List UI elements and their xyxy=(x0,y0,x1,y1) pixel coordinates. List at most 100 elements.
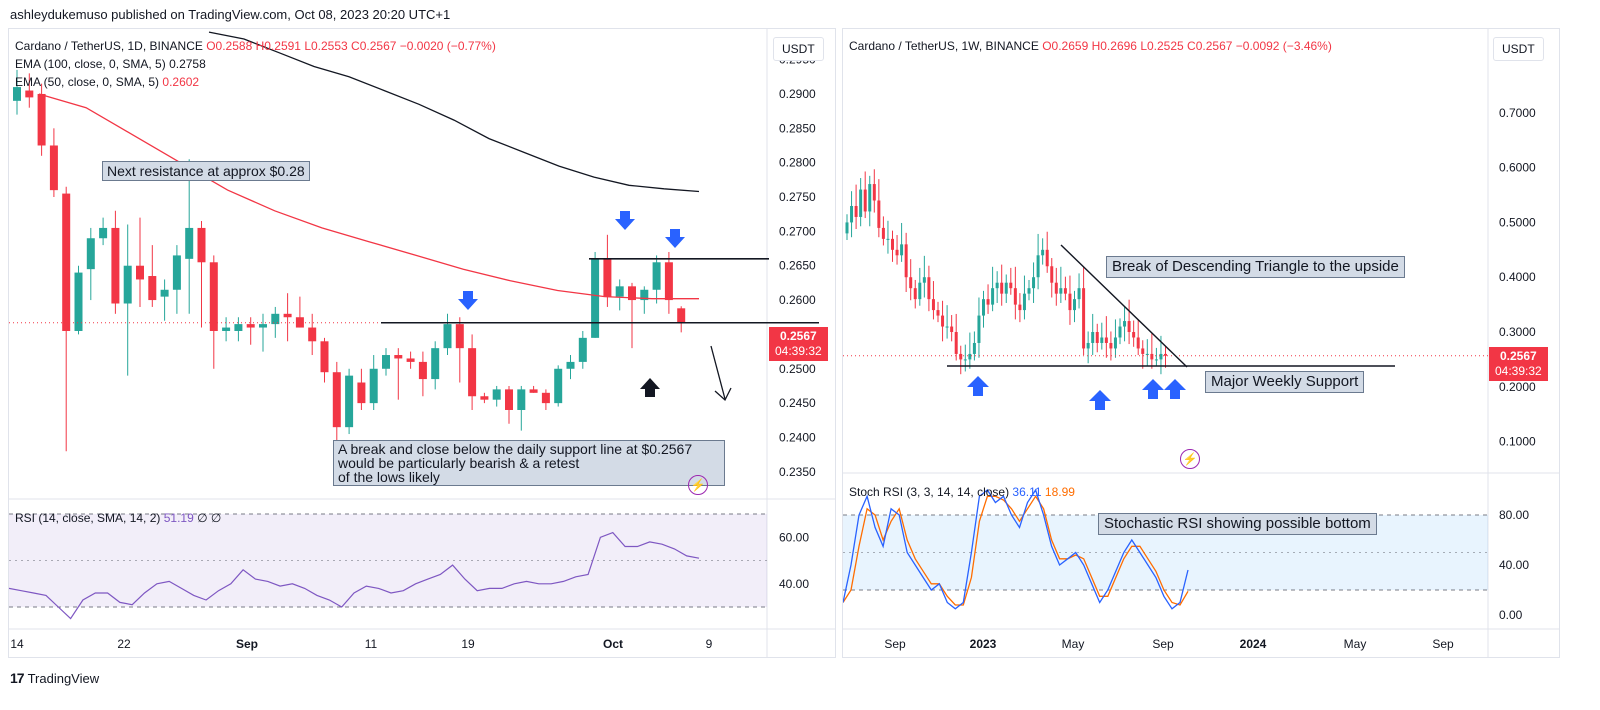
weekly-candle xyxy=(1013,288,1017,305)
daily-candle xyxy=(431,348,440,380)
lightning-icon[interactable]: ⚡ xyxy=(688,475,708,495)
support-note-line-1: A break and close below the daily suppor… xyxy=(338,441,693,457)
weekly-open: O0.2659 xyxy=(1042,39,1089,53)
daily-x-tick: Sep xyxy=(235,637,259,651)
daily-chart-panel[interactable]: 0.29500.29000.28500.28000.27500.27000.26… xyxy=(8,28,836,658)
weekly-chart-canvas[interactable]: 0.7000 0.6000 0.5000 0.4000 0.3000 0.2000 0.10… xyxy=(843,29,1560,658)
daily-candle xyxy=(209,262,218,331)
weekly-candle xyxy=(950,326,954,333)
weekly-candle xyxy=(977,315,981,343)
weekly-candle xyxy=(1091,332,1095,343)
weekly-candle xyxy=(1132,332,1136,338)
lightning-icon[interactable]: ⚡ xyxy=(1180,449,1200,469)
daily-legend: Cardano / TetherUS, 1D, BINANCE O0.2588 … xyxy=(15,37,496,91)
daily-candle xyxy=(320,341,329,373)
daily-price-tag: 0.2567 04:39:32 xyxy=(769,327,828,361)
triangle-note: Break of Descending Triangle to the upsi… xyxy=(1106,256,1405,278)
daily-candle xyxy=(332,372,341,428)
weekly-candle xyxy=(959,353,963,360)
weekly-price-tag: 0.2567 04:39:32 xyxy=(1489,347,1548,381)
stoch-legend: Stoch RSI (3, 3, 14, 14, close) 36.11 18… xyxy=(849,483,1075,501)
support-note: A break and close below the daily suppor… xyxy=(333,440,725,486)
daily-close: C0.2567 xyxy=(351,39,397,53)
daily-candle xyxy=(603,258,612,297)
daily-price-tick: 0.2350 xyxy=(779,465,816,479)
weekly-candle xyxy=(1154,359,1158,361)
ema50-label: EMA (50, close, 0, SMA, 5) xyxy=(15,75,160,89)
daily-candle xyxy=(160,289,169,297)
daily-candle xyxy=(628,286,636,301)
weekly-candle xyxy=(1063,288,1067,294)
daily-candle xyxy=(246,324,255,328)
weekly-candle xyxy=(1022,293,1026,311)
weekly-candle xyxy=(1027,288,1031,294)
weekly-candle xyxy=(895,249,899,256)
weekly-candle xyxy=(918,282,922,300)
weekly-symbol: Cardano / TetherUS, 1W, BINANCE xyxy=(849,39,1039,53)
weekly-candle xyxy=(850,205,854,223)
daily-chart-canvas[interactable]: 0.29500.29000.28500.28000.27500.27000.26… xyxy=(9,29,836,658)
ema50-value: 0.2602 xyxy=(162,75,200,89)
footer-brand: TradingView xyxy=(27,670,100,686)
weekly-candle xyxy=(854,205,858,217)
descending-triangle-line xyxy=(1060,244,1188,368)
weekly-candle xyxy=(1036,255,1040,278)
daily-candle xyxy=(283,313,292,318)
daily-candle xyxy=(222,327,231,331)
daily-open: O0.2588 xyxy=(206,39,253,53)
daily-candle xyxy=(185,227,194,259)
daily-price-tick: 0.2500 xyxy=(779,362,816,376)
daily-candle xyxy=(591,258,600,338)
weekly-candle xyxy=(982,299,985,316)
daily-candle xyxy=(369,368,378,404)
weekly-candle xyxy=(1141,348,1145,354)
arrow-up-icon xyxy=(967,376,989,396)
weekly-candle xyxy=(1000,282,1004,294)
daily-x-tick: 19 xyxy=(461,637,475,651)
weekly-x-tick: May xyxy=(1061,637,1085,651)
weekly-candle xyxy=(991,288,995,305)
daily-candle xyxy=(652,262,661,290)
stoch-d-value: 18.99 xyxy=(1044,485,1075,499)
weekly-chart-panel[interactable]: 0.7000 0.6000 0.5000 0.4000 0.3000 0.2000 0.10… xyxy=(842,28,1560,658)
weekly-x-tick: Sep xyxy=(1432,637,1454,651)
rsi-label: RSI (14, close, SMA, 14, 2) xyxy=(15,511,161,525)
daily-candle xyxy=(172,255,181,290)
daily-candle xyxy=(111,227,120,304)
daily-symbol: Cardano / TetherUS, 1D, BINANCE xyxy=(15,39,203,53)
weekly-currency-button[interactable]: USDT xyxy=(1493,37,1544,61)
weekly-price-tick: 0.4000 xyxy=(1499,270,1536,284)
daily-candle xyxy=(148,276,157,301)
weekly-candle xyxy=(1004,282,1008,294)
arrow-down-icon xyxy=(458,291,478,310)
weekly-candle xyxy=(972,342,976,354)
daily-price-tick: 0.2400 xyxy=(779,430,816,444)
daily-candle xyxy=(99,227,108,239)
daily-x-tick: 22 xyxy=(117,637,131,651)
weekly-candle xyxy=(1045,249,1049,267)
weekly-candle xyxy=(986,299,990,305)
daily-candle xyxy=(382,355,390,369)
arrow-down-icon xyxy=(665,229,685,248)
weekly-candle xyxy=(1009,282,1013,289)
weekly-candle xyxy=(1104,337,1108,343)
weekly-candle xyxy=(913,288,917,300)
daily-candle xyxy=(529,389,538,393)
weekly-candle xyxy=(1123,321,1127,327)
weekly-candle xyxy=(1054,282,1058,294)
daily-x-tick: Oct xyxy=(602,637,624,651)
stoch-note: Stochastic RSI showing possible bottom xyxy=(1098,513,1377,535)
ema50-line xyxy=(38,93,699,300)
daily-candle xyxy=(308,327,317,342)
weekly-price-tick: 0.6000 xyxy=(1499,161,1536,175)
weekly-candle xyxy=(1018,304,1022,311)
daily-price-tick: 0.2750 xyxy=(779,190,816,204)
weekly-candle xyxy=(931,299,935,311)
daily-candle xyxy=(418,361,427,380)
arrow-up-icon xyxy=(1142,379,1164,399)
weekly-candle xyxy=(904,244,908,278)
daily-currency-button[interactable]: USDT xyxy=(773,37,824,61)
weekly-candle xyxy=(1050,266,1054,283)
stoch-tick: 80.00 xyxy=(1499,508,1529,522)
ema100-line xyxy=(208,31,700,193)
